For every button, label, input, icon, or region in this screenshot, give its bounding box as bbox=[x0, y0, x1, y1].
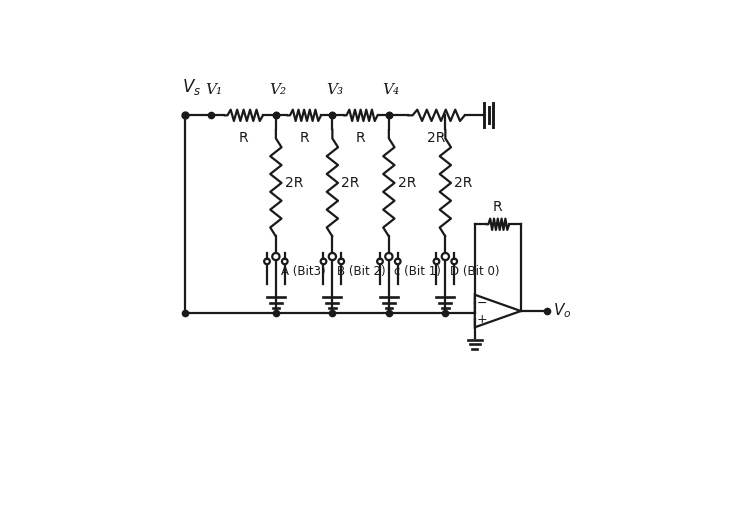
Text: $+$: $+$ bbox=[476, 313, 487, 325]
Text: D (Bit 0): D (Bit 0) bbox=[450, 266, 500, 278]
Text: V₄: V₄ bbox=[383, 83, 400, 97]
Text: R: R bbox=[356, 130, 366, 145]
Text: B (Bit 2): B (Bit 2) bbox=[337, 266, 386, 278]
Text: 2R: 2R bbox=[398, 176, 416, 190]
Text: V₁: V₁ bbox=[205, 83, 222, 97]
Text: R: R bbox=[493, 200, 502, 214]
Text: V₃: V₃ bbox=[326, 83, 343, 97]
Text: $V_s$: $V_s$ bbox=[181, 77, 201, 97]
Text: 2R: 2R bbox=[427, 130, 446, 145]
Text: 2R: 2R bbox=[341, 176, 360, 190]
Text: 2R: 2R bbox=[285, 176, 303, 190]
Text: R: R bbox=[239, 130, 248, 145]
Text: $-$: $-$ bbox=[476, 297, 487, 309]
Text: A (Bit3): A (Bit3) bbox=[281, 266, 325, 278]
Text: V₂: V₂ bbox=[270, 83, 287, 97]
Text: R: R bbox=[299, 130, 309, 145]
Text: 2R: 2R bbox=[454, 176, 473, 190]
Text: c (Bit 1): c (Bit 1) bbox=[394, 266, 441, 278]
Text: $V_o$: $V_o$ bbox=[553, 302, 571, 320]
